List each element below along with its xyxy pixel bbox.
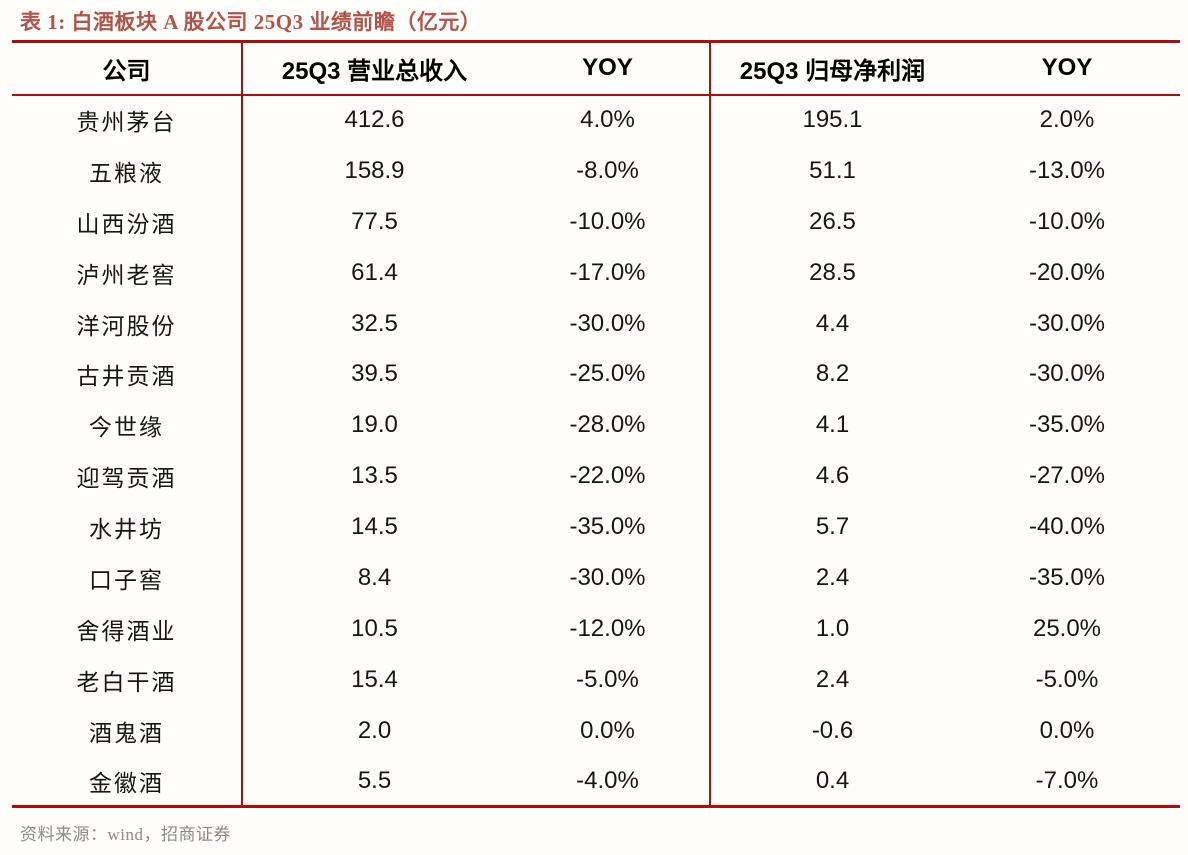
profit-yoy-cell: -40.0% — [1028, 513, 1106, 541]
table-row: 舍得酒业 10.5 -12.0% 1.0 25.0% — [12, 603, 1180, 655]
header-revenue-yoy: YOY — [506, 41, 711, 96]
revenue-cell: 77.5 — [351, 207, 398, 235]
company-cell: 金徽酒 — [12, 756, 243, 807]
source-note: 资料来源：wind，招商证券 — [20, 825, 231, 844]
profit-yoy-cell: -35.0% — [1028, 411, 1106, 439]
revenue-cell: 5.5 — [357, 766, 392, 794]
profit-yoy-cell: -13.0% — [1028, 156, 1106, 184]
revenue-cell: 39.5 — [351, 360, 398, 388]
company-cell: 酒鬼酒 — [12, 705, 243, 757]
profit-cell: 5.7 — [815, 513, 850, 541]
profit-yoy-cell: -10.0% — [1028, 207, 1106, 235]
revenue-cell: 10.5 — [351, 614, 398, 642]
profit-cell: 4.4 — [815, 309, 850, 337]
revenue-cell: 15.4 — [351, 665, 398, 693]
revenue-cell: 14.5 — [351, 513, 398, 541]
profit-cell: 28.5 — [809, 258, 856, 286]
table-row: 泸州老窖 61.4 -17.0% 28.5 -20.0% — [12, 247, 1180, 299]
profit-yoy-cell: -35.0% — [1028, 563, 1106, 591]
profit-yoy-cell: -20.0% — [1028, 258, 1106, 286]
table-row: 贵州茅台 412.6 4.0% 195.1 2.0% — [12, 94, 1180, 146]
revenue-cell: 2.0 — [357, 716, 392, 744]
table-row: 口子窖 8.4 -30.0% 2.4 -35.0% — [12, 552, 1180, 604]
profit-cell: 51.1 — [809, 156, 856, 184]
company-cell: 老白干酒 — [12, 654, 243, 706]
profit-yoy-cell: 25.0% — [1032, 614, 1102, 642]
table-body: 贵州茅台 412.6 4.0% 195.1 2.0% 五粮液 158.9 -8.0% 51.1 -… — [12, 94, 1180, 807]
table-row: 古井贡酒 39.5 -25.0% 8.2 -30.0% — [12, 348, 1180, 400]
profit-yoy-cell: -27.0% — [1028, 462, 1106, 490]
profit-cell: 195.1 — [802, 106, 863, 134]
profit-yoy-cell: 0.0% — [1039, 716, 1095, 744]
table-row: 老白干酒 15.4 -5.0% 2.4 -5.0% — [12, 654, 1180, 706]
profit-yoy-cell: 2.0% — [1039, 106, 1095, 134]
revenue-yoy-cell: -28.0% — [506, 399, 711, 451]
revenue-cell: 158.9 — [344, 156, 405, 184]
company-cell: 口子窖 — [12, 552, 243, 604]
header-profit: 25Q3 归母净利润 — [710, 41, 954, 96]
company-cell: 迎驾贡酒 — [12, 450, 243, 502]
revenue-cell: 61.4 — [351, 258, 398, 286]
table-row: 金徽酒 5.5 -4.0% 0.4 -7.0% — [12, 756, 1180, 807]
table-row: 水井坊 14.5 -35.0% 5.7 -40.0% — [12, 501, 1180, 553]
company-cell: 洋河股份 — [12, 298, 243, 349]
profit-yoy-cell: -30.0% — [1028, 309, 1106, 337]
revenue-yoy-cell: -35.0% — [506, 501, 711, 553]
header-revenue: 25Q3 营业总收入 — [242, 41, 506, 96]
revenue-yoy-cell: -25.0% — [506, 348, 711, 400]
profit-cell: 4.6 — [815, 462, 850, 490]
table-row: 今世缘 19.0 -28.0% 4.1 -35.0% — [12, 399, 1180, 451]
revenue-yoy-cell: -4.0% — [506, 756, 711, 807]
revenue-cell: 19.0 — [351, 411, 398, 439]
revenue-yoy-cell: -17.0% — [506, 247, 711, 299]
table-row: 酒鬼酒 2.0 0.0% -0.6 0.0% — [12, 705, 1180, 757]
revenue-yoy-cell: -5.0% — [506, 654, 711, 706]
header-company: 公司 — [12, 41, 243, 96]
revenue-yoy-cell: 0.0% — [506, 705, 711, 757]
header-profit-yoy: YOY — [954, 41, 1180, 96]
table-row: 洋河股份 32.5 -30.0% 4.4 -30.0% — [12, 298, 1180, 349]
profit-cell: -0.6 — [811, 716, 854, 744]
revenue-yoy-cell: -12.0% — [506, 603, 711, 655]
profit-cell: 4.1 — [815, 411, 850, 439]
table-row: 山西汾酒 77.5 -10.0% 26.5 -10.0% — [12, 196, 1180, 248]
revenue-yoy-cell: -22.0% — [506, 450, 711, 502]
company-cell: 泸州老窖 — [12, 247, 243, 299]
company-cell: 古井贡酒 — [12, 348, 243, 400]
table-row: 五粮液 158.9 -8.0% 51.1 -13.0% — [12, 145, 1180, 197]
company-cell: 五粮液 — [12, 145, 243, 197]
company-cell: 今世缘 — [12, 399, 243, 451]
table-header: 公司 25Q3 营业总收入 YOY 25Q3 归母净利润 YOY — [12, 41, 1180, 96]
revenue-cell: 32.5 — [351, 309, 398, 337]
profit-yoy-cell: -30.0% — [1028, 360, 1106, 388]
company-cell: 山西汾酒 — [12, 196, 243, 248]
profit-cell: 2.4 — [815, 665, 850, 693]
revenue-cell: 13.5 — [351, 462, 398, 490]
profit-cell: 1.0 — [815, 614, 850, 642]
profit-cell: 26.5 — [809, 207, 856, 235]
company-cell: 舍得酒业 — [12, 603, 243, 655]
performance-table: 公司 25Q3 营业总收入 YOY 25Q3 归母净利润 YOY 贵州茅台 412… — [12, 40, 1180, 809]
company-cell: 水井坊 — [12, 501, 243, 553]
profit-yoy-cell: -5.0% — [1035, 665, 1099, 693]
profit-cell: 0.4 — [815, 766, 850, 794]
table-row: 迎驾贡酒 13.5 -22.0% 4.6 -27.0% — [12, 450, 1180, 502]
revenue-yoy-cell: 4.0% — [506, 94, 711, 146]
company-cell: 贵州茅台 — [12, 94, 243, 146]
profit-cell: 8.2 — [815, 360, 850, 388]
revenue-yoy-cell: -8.0% — [506, 145, 711, 197]
revenue-yoy-cell: -10.0% — [506, 196, 711, 248]
table-title: 表 1: 白酒板块 A 股公司 25Q3 业绩前瞻（亿元） — [20, 10, 482, 34]
revenue-yoy-cell: -30.0% — [506, 552, 711, 604]
header-row: 公司 25Q3 营业总收入 YOY 25Q3 归母净利润 YOY — [12, 41, 1180, 96]
revenue-cell: 8.4 — [357, 563, 392, 591]
profit-yoy-cell: -7.0% — [1035, 766, 1099, 794]
revenue-cell: 412.6 — [344, 106, 405, 134]
profit-cell: 2.4 — [815, 563, 850, 591]
revenue-yoy-cell: -30.0% — [506, 298, 711, 349]
